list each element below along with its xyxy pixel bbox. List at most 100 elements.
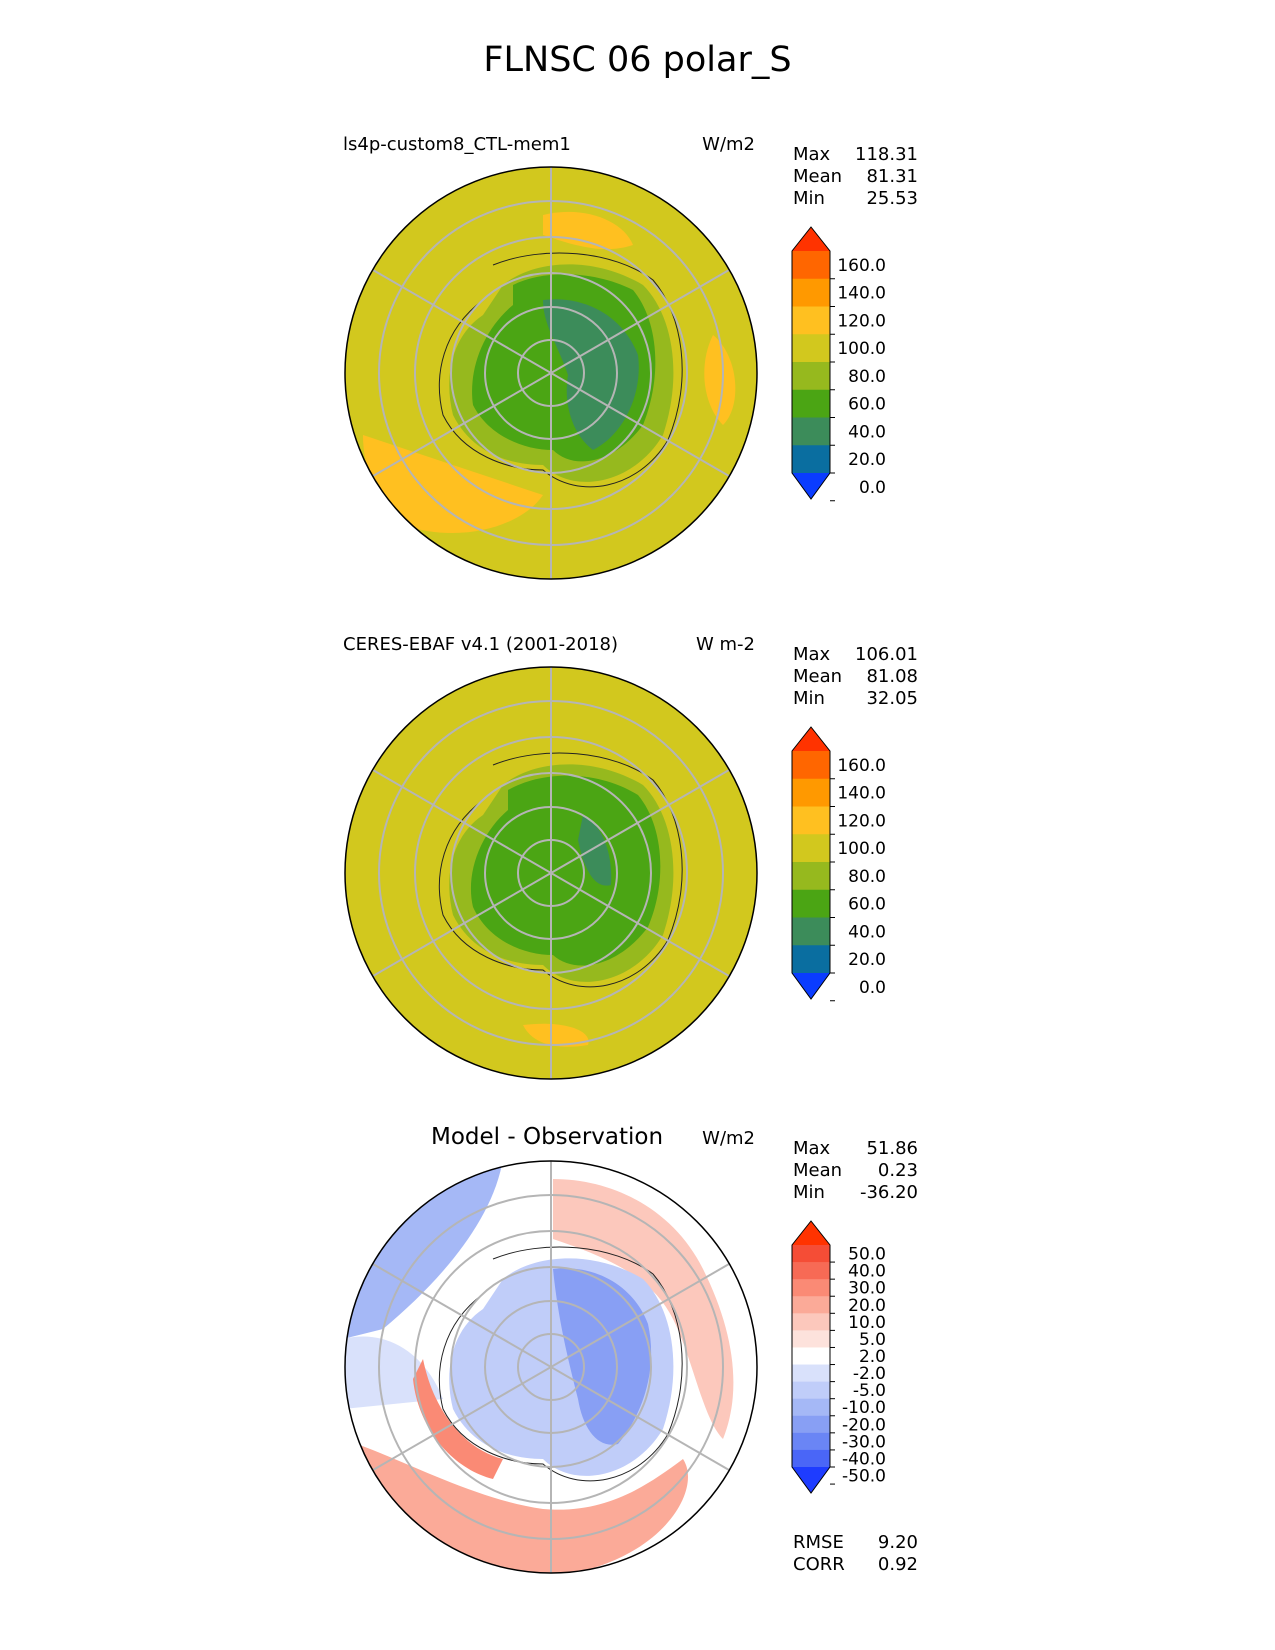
panel-model: ls4p-custom8_CTL-mem1 W/m2 Max 118.31 Mea… (0, 130, 1275, 610)
high-flux-region (543, 211, 633, 250)
stat-value: 0.23 (877, 1160, 918, 1181)
high-flux-region (363, 435, 543, 534)
colorbar-tick-label: 30.0 (848, 1279, 886, 1299)
colorbar-segment (792, 1364, 830, 1383)
land-interior (470, 775, 661, 966)
colorbar-segment (792, 306, 830, 335)
low-flux-region (578, 815, 612, 886)
colorbar-tick-label: 100.0 (837, 339, 886, 359)
stat-value: -36.20 (859, 1182, 918, 1203)
stat-value: 9.20 (877, 1532, 918, 1553)
high-flux-region (704, 335, 736, 425)
colorbar-tick-label: -50.0 (842, 1467, 886, 1487)
stat-label: Mean (793, 1160, 843, 1181)
stat-min: Min -36.20 (793, 1182, 918, 1204)
colorbar-tick-label: 160.0 (837, 256, 886, 276)
stat-value: 118.31 (855, 144, 918, 165)
colorbar-segment (792, 1347, 830, 1366)
stat-value: 32.05 (866, 688, 918, 709)
colorbar-segment (792, 1381, 830, 1400)
stat-mean: Mean 81.31 (793, 166, 918, 188)
colorbar-segment (792, 1245, 830, 1263)
colorbar-extend-top (792, 727, 830, 751)
colorbar-tick-label: -20.0 (842, 1415, 886, 1435)
colorbar-extend-bottom (792, 973, 830, 999)
stat-min: Min 32.05 (793, 688, 918, 710)
colorbar-extend-bottom (792, 473, 830, 499)
stat-label: Mean (793, 666, 843, 687)
colorbar-segment (792, 1449, 830, 1468)
stat-value: 0.92 (877, 1554, 918, 1575)
stat-corr: CORR 0.92 (793, 1554, 918, 1576)
colorbar-segment (792, 1279, 830, 1297)
colorbar-extend-bottom (792, 1467, 830, 1493)
colorbar-tick-label: 20.0 (848, 450, 886, 470)
map-boundary (344, 1160, 758, 1574)
colorbar-segment (792, 1432, 830, 1451)
colorbar-segment (792, 889, 830, 918)
stat-max: Max 51.86 (793, 1138, 918, 1160)
colorbar-tick-label: -30.0 (842, 1432, 886, 1452)
colorbar-tick-label: 40.0 (848, 922, 886, 942)
colorbar-tick-label: -5.0 (853, 1381, 886, 1401)
colorbar-tick-label: 10.0 (848, 1313, 886, 1333)
colorbar-tick-label: 5.0 (859, 1330, 886, 1350)
positive-region (413, 1359, 503, 1479)
stat-rmse: RMSE 9.20 (793, 1532, 918, 1554)
stat-label: Max (793, 644, 831, 665)
panel-center-title: Model - Observation (431, 1124, 664, 1150)
panel-observation: CERES-EBAF v4.1 (2001-2018) W m-2 Max 106… (0, 630, 1275, 1110)
stat-label: Max (793, 1138, 831, 1159)
colorbar-segment (792, 945, 830, 974)
colorbar-segment (792, 751, 830, 780)
graticule (372, 1161, 730, 1573)
stat-label: Min (793, 1182, 825, 1203)
polar-map-model (344, 166, 758, 580)
stat-mean: Mean 81.08 (793, 666, 918, 688)
colorbar-segment (792, 1330, 830, 1348)
stats-box: Max 106.01 Mean 81.08 Min 32.05 (793, 644, 918, 710)
colorbar-tick-label: 40.0 (848, 422, 886, 442)
coastline (438, 1246, 683, 1482)
stat-value: 106.01 (855, 644, 918, 665)
map-boundary (344, 666, 758, 1080)
colorbar-segment (792, 778, 830, 807)
colorbar-segment (792, 1398, 830, 1417)
colorbar-segment (792, 278, 830, 307)
panel-left-label: CERES-EBAF v4.1 (2001-2018) (343, 634, 619, 655)
stat-value: 51.86 (866, 1138, 918, 1159)
stat-min: Min 25.53 (793, 188, 918, 210)
colorbar-tick-label: 60.0 (848, 395, 886, 415)
negative-region (553, 1268, 652, 1445)
colorbar-tick-label: 20.0 (848, 1296, 886, 1316)
colorbar-segment (792, 1313, 830, 1331)
panel-units: W/m2 (702, 1128, 755, 1149)
stats-box: Max 51.86 Mean 0.23 Min -36.20 (793, 1138, 918, 1204)
colorbar-tick-label: 120.0 (837, 311, 886, 331)
colorbar-tick-label: -2.0 (853, 1364, 886, 1384)
panel-left-label: ls4p-custom8_CTL-mem1 (343, 134, 571, 155)
stat-label: Min (793, 188, 825, 209)
stat-value: 81.31 (866, 166, 918, 187)
colorbar: 50.040.030.020.010.05.02.0-2.0-5.0-10.0-… (791, 1220, 886, 1494)
coastline (438, 752, 683, 988)
graticule (372, 167, 730, 579)
colorbar: 160.0 140.0 120.0 100.0 80.0 60.0 40.0 20.0 0.0 (791, 226, 886, 502)
colorbar-tick-label: 140.0 (837, 784, 886, 804)
colorbar-tick-label: 120.0 (837, 811, 886, 831)
colorbar-tick-label: 160.0 (837, 756, 886, 776)
map-boundary (344, 166, 758, 580)
colorbar-tick-label: 40.0 (848, 1262, 886, 1282)
polar-map-observation (344, 666, 758, 1080)
stat-label: Mean (793, 166, 843, 187)
colorbar-extend-top (792, 1221, 830, 1245)
stat-max: Max 118.31 (793, 144, 918, 166)
stat-value: 25.53 (866, 188, 918, 209)
colorbar-tick-label: 20.0 (848, 950, 886, 970)
stat-max: Max 106.01 (793, 644, 918, 666)
colorbar-tick-label: 60.0 (848, 895, 886, 915)
stat-mean: Mean 0.23 (793, 1160, 918, 1182)
colorbar-tick-label: 80.0 (848, 367, 886, 387)
graticule (372, 667, 730, 1079)
stat-label: Max (793, 144, 831, 165)
